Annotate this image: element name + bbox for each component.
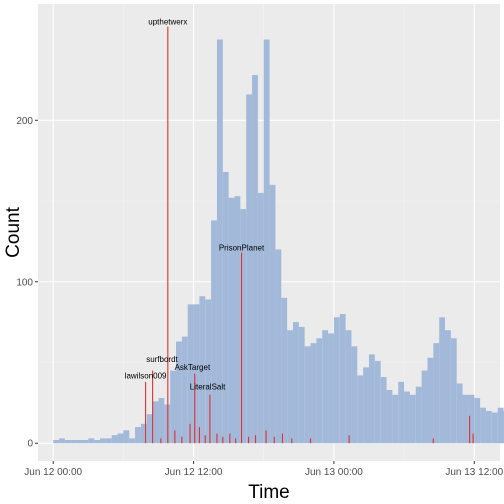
histogram-bar	[363, 367, 370, 444]
histogram-bar	[328, 333, 334, 444]
histogram-bar	[123, 430, 130, 444]
histogram-bar	[53, 440, 60, 444]
y-axis: 0 100 200	[16, 116, 38, 450]
histogram-bar	[456, 383, 463, 444]
histogram-bar	[468, 394, 475, 444]
histogram-bar	[140, 423, 147, 444]
histogram-bar	[474, 398, 481, 444]
histogram-bar	[433, 343, 440, 444]
histogram-bar	[158, 398, 165, 444]
histogram-bar	[491, 412, 498, 444]
histogram-bar	[398, 381, 405, 444]
histogram-bar	[152, 401, 159, 444]
histogram-bar	[76, 440, 83, 444]
histogram-bar	[187, 304, 194, 444]
histogram-bar	[345, 330, 352, 444]
y-tick-label: 200	[16, 116, 33, 127]
histogram-bar	[322, 330, 329, 444]
histogram-bar	[211, 220, 217, 444]
x-axis-title: Time	[248, 482, 290, 503]
histogram-bar	[146, 414, 153, 444]
histogram-bar	[427, 357, 434, 444]
histogram-bar	[252, 75, 258, 444]
histogram-bar	[439, 317, 446, 444]
x-tick-label: Jun 13 12:00	[445, 467, 503, 478]
histogram-bar	[304, 346, 311, 444]
histogram-bar	[480, 407, 486, 444]
histogram-bar	[497, 407, 504, 444]
histogram-bar	[445, 330, 451, 444]
histogram-bar	[409, 394, 416, 444]
histogram-bar	[415, 386, 422, 444]
annotation-label: LiteralSalt	[190, 383, 226, 392]
histogram-bar	[351, 346, 358, 444]
histogram-bar	[357, 375, 364, 444]
user-spike-lines	[145, 26, 474, 444]
x-tick-label: Jun 12 00:00	[24, 467, 82, 478]
histogram-bar	[117, 433, 124, 444]
histogram-bar	[316, 338, 323, 444]
histogram-bar	[386, 389, 393, 444]
histogram-bar	[129, 438, 136, 444]
x-tick-label: Jun 13 00:00	[305, 467, 363, 478]
histogram-bar	[333, 317, 340, 444]
histogram-bar	[392, 394, 399, 444]
histogram-bar	[269, 184, 276, 444]
histogram-bar	[193, 304, 200, 444]
histogram-bar	[404, 391, 410, 444]
histogram-bar	[99, 438, 106, 444]
histogram-bar	[64, 440, 71, 444]
histogram-bar	[257, 192, 264, 444]
histogram-bar	[70, 440, 77, 444]
histogram-bar	[164, 404, 171, 444]
histogram-bar	[234, 196, 241, 444]
annotation-label: upthetwerx	[148, 18, 187, 27]
histogram-bar	[369, 354, 375, 444]
histogram-bar	[450, 338, 457, 444]
histogram-bar	[88, 438, 95, 444]
y-tick-label: 0	[27, 439, 33, 450]
histogram-bar	[94, 440, 100, 444]
histogram-bar	[59, 438, 65, 444]
histogram-bar	[199, 296, 206, 444]
histogram-bar	[181, 336, 188, 444]
histogram-bar	[275, 249, 282, 444]
histogram-bar	[111, 435, 118, 444]
annotation-label: AskTarget	[175, 363, 211, 372]
histogram-bar	[462, 394, 469, 444]
annotation-label: surfbordt	[146, 355, 178, 364]
histogram-bar	[287, 330, 293, 444]
histogram-bar	[246, 94, 253, 444]
histogram-bar	[222, 171, 229, 444]
histogram-bar	[374, 360, 381, 444]
histogram-bar	[82, 440, 89, 444]
histogram-bar	[485, 410, 492, 444]
histogram-bar	[240, 209, 247, 444]
histogram-bar	[421, 370, 428, 444]
histogram-bar	[380, 377, 387, 444]
histogram-bar	[105, 438, 112, 444]
x-tick-label: Jun 12 12:00	[165, 467, 223, 478]
histogram-bar	[263, 39, 270, 444]
histogram-bar	[205, 299, 212, 444]
y-axis-title: Count	[3, 206, 24, 257]
histogram-bar	[228, 197, 235, 444]
spike-annotations: upthetwerx PrisonPlanet surfbordtAskTarget…	[125, 18, 265, 392]
histogram-bar	[281, 297, 288, 444]
y-tick-label: 100	[16, 277, 33, 288]
histogram-bars	[53, 39, 504, 444]
annotation-label: PrisonPlanet	[219, 244, 265, 253]
histogram-bar	[339, 314, 346, 444]
histogram-bar	[170, 370, 177, 444]
histogram-bar	[292, 322, 299, 444]
histogram-bar	[298, 326, 305, 444]
histogram-bar	[176, 341, 182, 444]
histogram-bar	[216, 39, 223, 444]
histogram-bar	[310, 343, 317, 444]
annotation-label: lawilson009	[125, 371, 167, 380]
histogram-bar	[135, 427, 141, 444]
x-axis: Jun 12 00:00 Jun 12 12:00 Jun 13 00:00 Jun …	[24, 461, 504, 478]
